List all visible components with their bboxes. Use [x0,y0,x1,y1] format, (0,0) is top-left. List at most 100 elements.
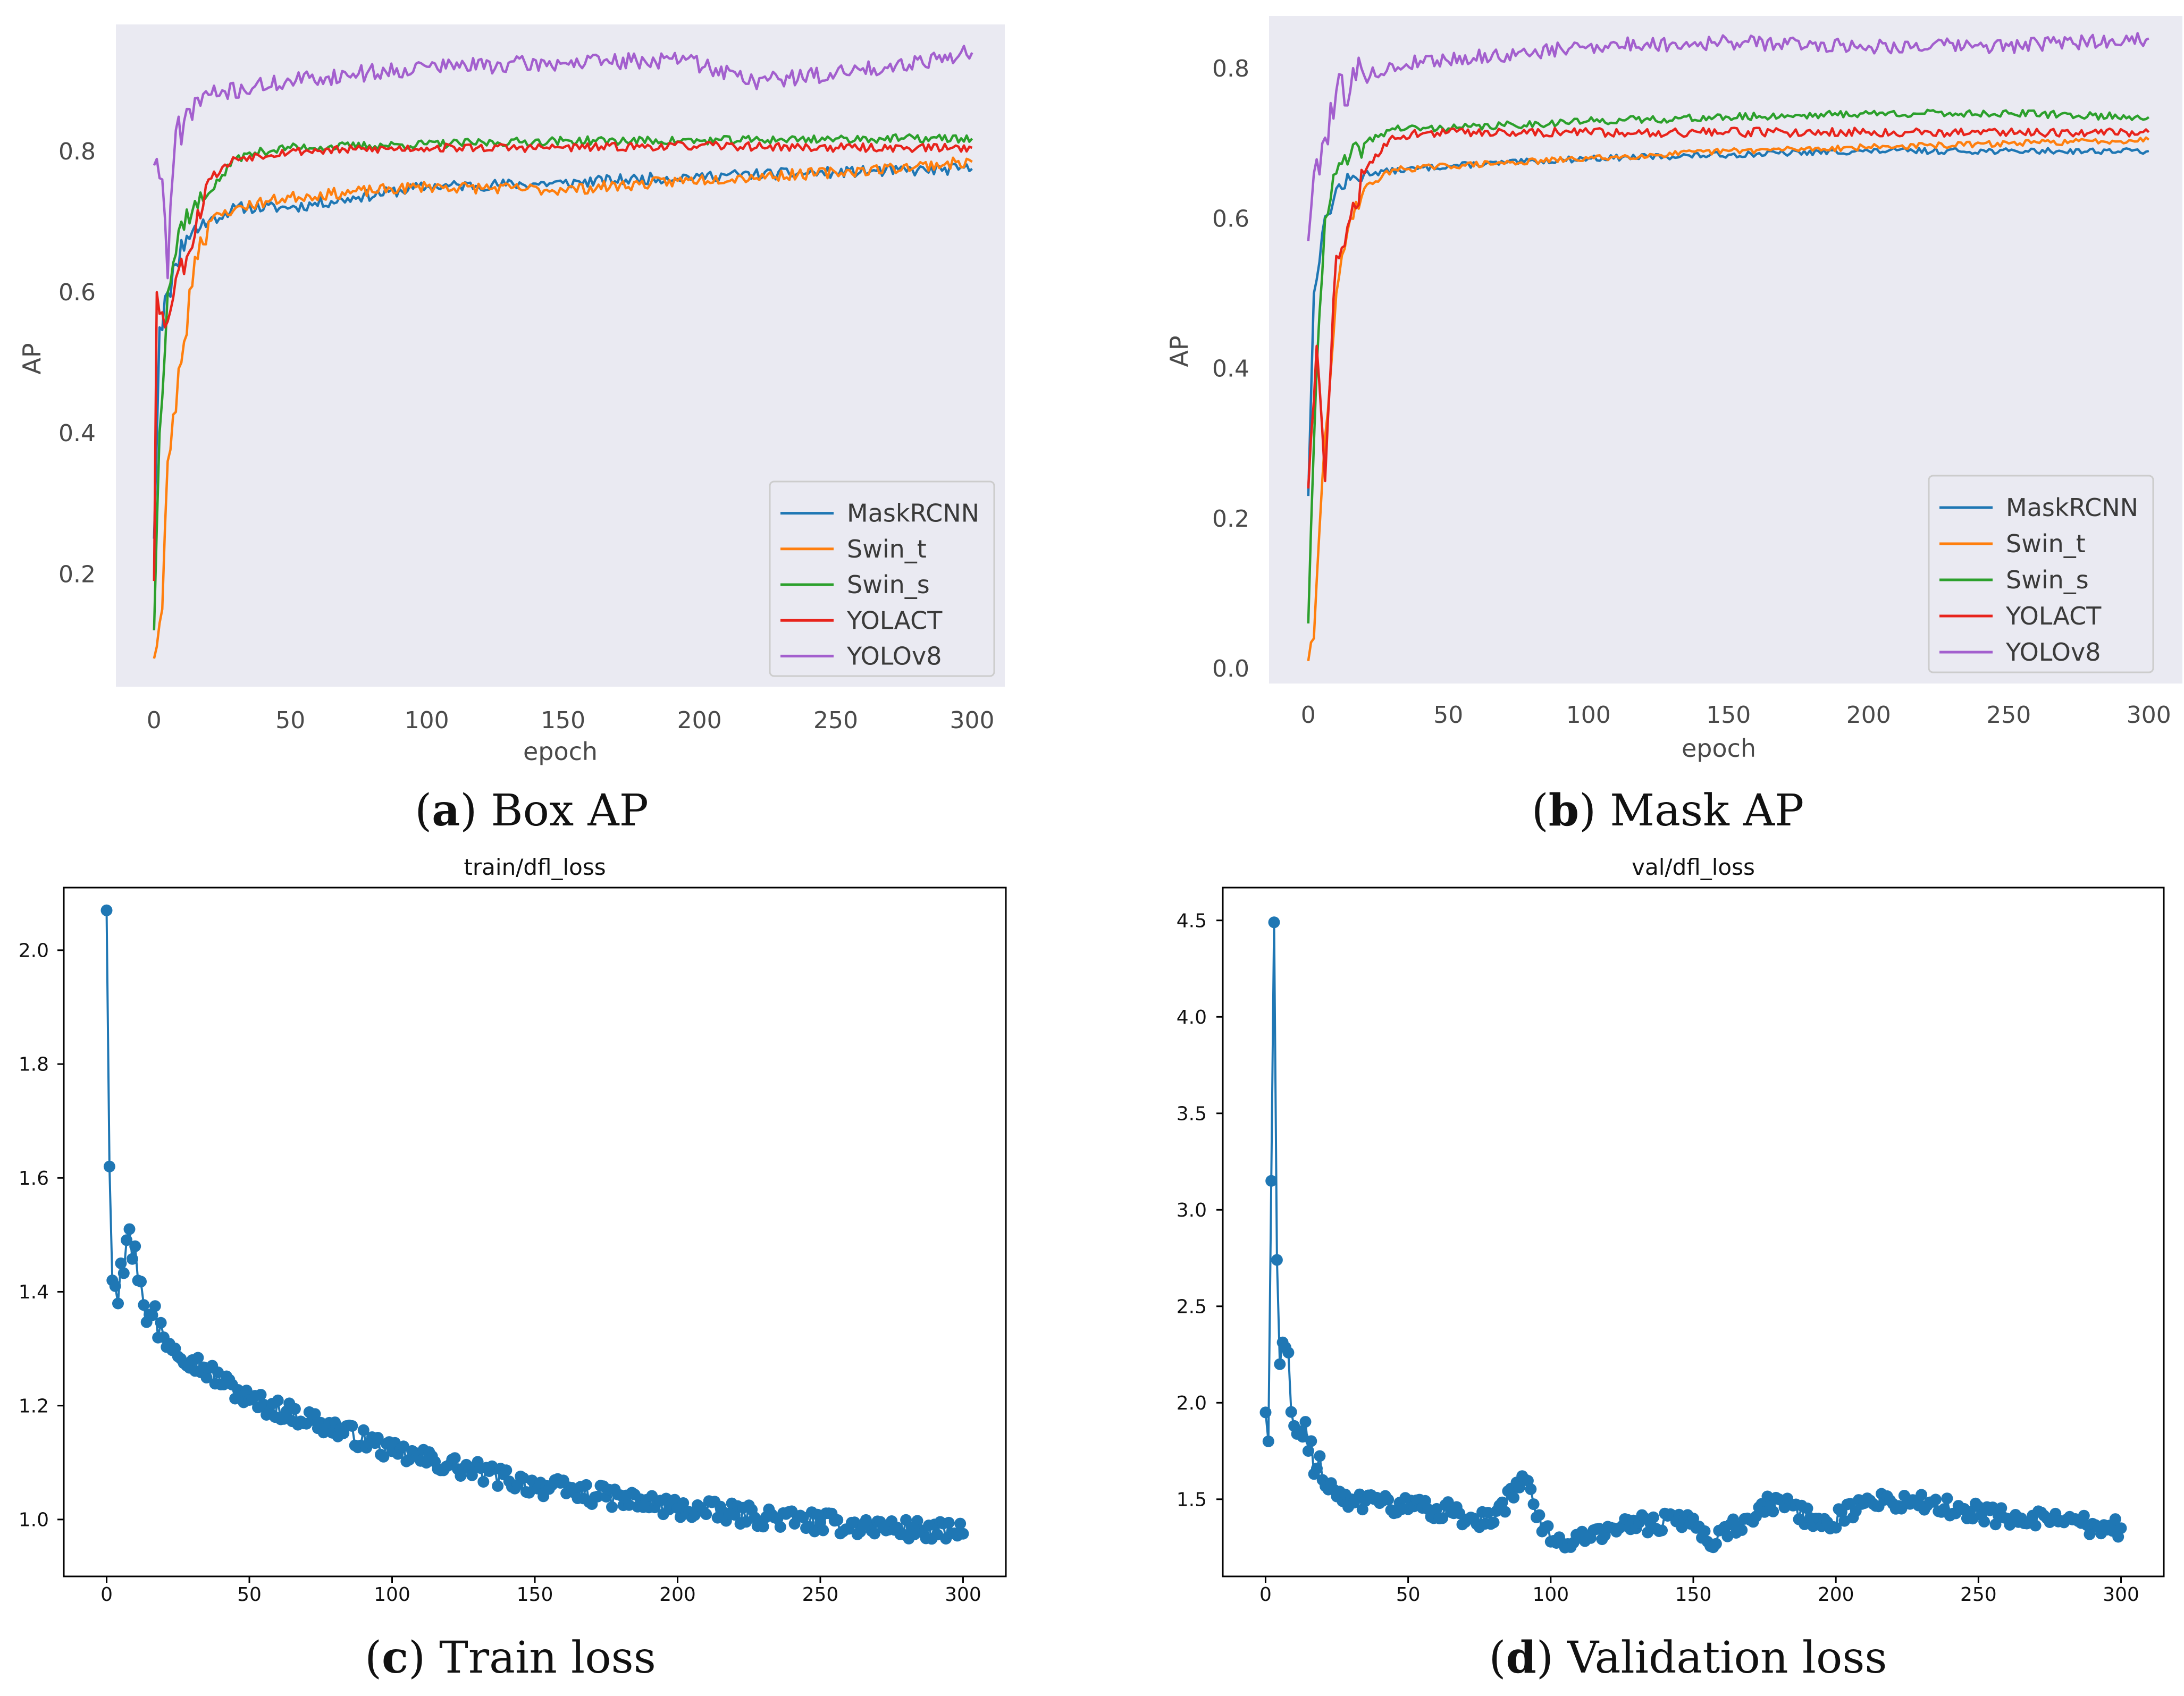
data-point [728,1509,741,1521]
legend-label: Swin_t [847,535,927,563]
x-tick-label: 150 [1706,702,1751,729]
data-point [1382,1494,1395,1506]
data-point [1978,1515,1990,1528]
caption-text: Mask AP [1596,786,1804,836]
series-line-swin-s [1307,108,2150,624]
y-tick-label: 0.6 [58,279,96,306]
x-tick-label: 200 [659,1584,696,1606]
data-point [1533,1509,1545,1521]
data-point [1454,1507,1466,1520]
plot-frame [63,887,1007,1577]
series-layer [1259,916,2127,1554]
data-point [1987,1501,1999,1514]
data-point [1941,1492,1953,1505]
x-axis-label: epoch [523,737,598,766]
chart-title: val/dfl_loss [1632,854,1755,880]
data-point [954,1517,967,1530]
x-tick-label: 50 [237,1584,262,1606]
caption-text: Train loss [425,1633,656,1683]
data-point [449,1452,461,1464]
legend-label: MaskRCNN [847,499,979,528]
chart-title: train/dfl_loss [464,854,606,880]
y-tick-label: 1.2 [19,1395,49,1417]
y-tick-label: 2.0 [1177,1393,1207,1414]
data-point [1699,1525,1711,1537]
x-tick-label: 0 [1301,702,1316,729]
data-point [500,1464,513,1476]
y-tick-label: 3.5 [1177,1103,1207,1125]
y-tick-label: 1.5 [1177,1489,1207,1511]
data-point [1527,1498,1540,1511]
data-point [398,1440,409,1453]
data-point [357,1424,369,1436]
data-point [149,1300,161,1312]
data-point [100,904,113,916]
data-point [1274,1358,1286,1370]
data-point [126,1253,138,1265]
data-point [1542,1520,1554,1532]
x-tick-label: 200 [677,707,722,734]
data-point [1995,1502,2007,1514]
series-line-yolact [1307,126,2150,489]
data-point [477,1476,490,1488]
x-tick-label: 50 [1396,1584,1421,1606]
data-point [346,1420,358,1432]
data-point [2084,1528,2096,1540]
caption-letter: c [382,1632,408,1683]
data-point [1508,1491,1520,1504]
legend-label: Swin_t [2006,529,2086,558]
series-line-yolact [153,140,973,581]
data-point [1750,1511,1762,1523]
y-tick-label: 0.2 [1212,505,1249,533]
legend-label: YOLACT [846,606,943,635]
plot-frame [1222,887,2165,1577]
legend: MaskRCNN Swin_t Swin_s YOLACT YOLOv8 [769,480,995,677]
series-layer [153,45,973,659]
y-tick-label: 1.4 [19,1281,49,1303]
data-point [797,1511,809,1523]
data-point [1647,1511,1659,1523]
y-tick-label: 2.5 [1177,1296,1207,1318]
data-point [677,1497,690,1509]
x-tick-label: 50 [1433,702,1463,729]
data-point [869,1528,880,1540]
x-tick-label: 250 [1986,702,2031,729]
data-point [115,1257,127,1269]
x-tick-label: 300 [950,707,994,734]
data-point [2115,1522,2127,1534]
data-point [1989,1518,2002,1531]
data-point [1488,1516,1500,1529]
data-point [606,1501,618,1513]
x-tick-label: 0 [100,1584,113,1606]
data-point [1282,1346,1295,1359]
data-point [1736,1524,1748,1536]
x-tick-label: 100 [1532,1584,1569,1606]
data-point [1262,1435,1274,1447]
data-point [2109,1513,2121,1525]
data-point [700,1508,712,1520]
data-point [1299,1416,1312,1428]
data-point [1830,1522,1842,1534]
y-tick-label: 1.0 [19,1509,49,1531]
data-point [592,1490,604,1503]
x-tick-label: 150 [1675,1584,1712,1606]
y-axis-label: AP [1165,335,1194,367]
y-tick-label: 2.0 [19,940,49,961]
data-point [817,1524,829,1537]
data-point [1525,1483,1537,1495]
legend-label: YOLOv8 [2005,638,2101,666]
y-tick-label: 3.0 [1177,1200,1207,1221]
data-point [1801,1503,1813,1514]
data-point [1710,1538,1722,1550]
series-line-swin-t [153,156,973,659]
data-point [1259,1406,1272,1419]
legend-label: YOLOv8 [846,642,942,671]
data-point [146,1309,158,1321]
data-point [117,1267,130,1279]
data-point [1929,1494,1942,1506]
legend-label: Swin_s [2006,566,2089,594]
x-tick-label: 300 [945,1584,981,1606]
y-tick-label: 0.4 [1212,356,1249,383]
data-point [1265,1175,1278,1187]
